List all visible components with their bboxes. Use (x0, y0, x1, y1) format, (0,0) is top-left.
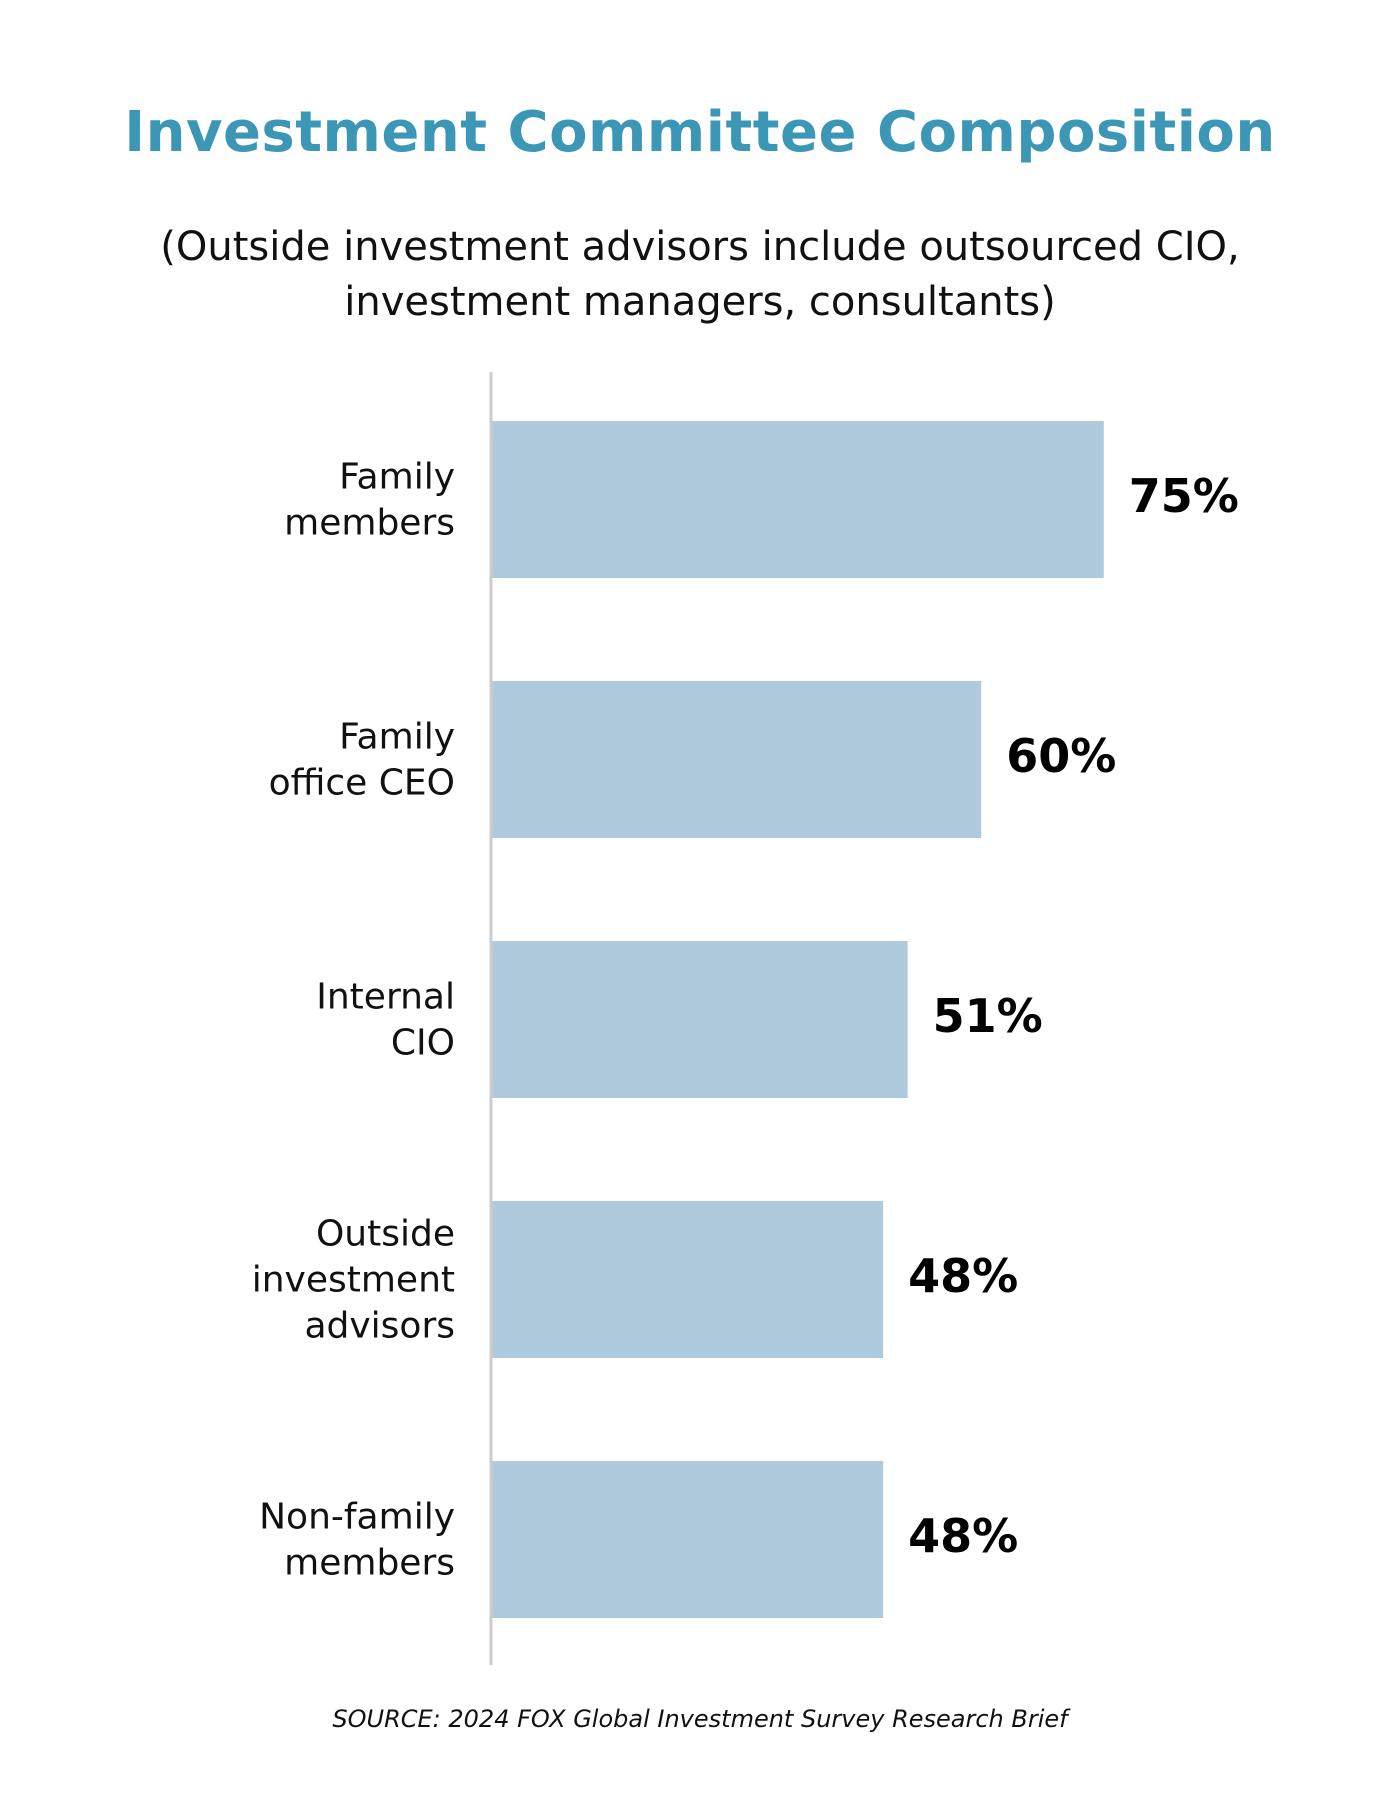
chart-subtitle: (Outside investment advisors include out… (160, 224, 1240, 325)
chart-title: Investment Committee Composition (124, 100, 1276, 165)
bar-value-label: 60% (1006, 729, 1116, 783)
source-note: SOURCE: 2024 FOX Global Investment Surve… (332, 1705, 1068, 1733)
category-label-line: CIO (391, 1023, 455, 1064)
bar-value-label: 48% (908, 1249, 1018, 1303)
category-label-line: Non-family (259, 1497, 455, 1538)
bar-value-label: 51% (933, 989, 1043, 1043)
category-label-line: members (284, 1543, 455, 1584)
category-label: Family members (284, 457, 455, 544)
category-label: Family office CEO (269, 717, 455, 804)
bar (491, 1461, 884, 1618)
category-label-line: advisors (304, 1306, 455, 1347)
category-label: Outside investment advisors (252, 1214, 455, 1347)
bar (491, 941, 908, 1098)
bar (491, 421, 1104, 578)
labels-layer: 75% Family members 60% Family office CEO 51% In… (252, 457, 1239, 1584)
category-label-line: Family (339, 457, 455, 498)
bars-layer (491, 421, 1104, 1618)
category-label-line: investment (252, 1260, 455, 1301)
bar-value-label: 75% (1129, 469, 1239, 523)
bar-value-label: 48% (908, 1509, 1018, 1563)
category-label-line: office CEO (269, 763, 455, 804)
category-label-line: members (284, 503, 455, 544)
bar (491, 1201, 884, 1358)
category-label-line: Outside (316, 1214, 455, 1255)
category-label: Non-family members (259, 1497, 455, 1584)
bar (491, 681, 982, 838)
category-label-line: Family (339, 717, 455, 758)
category-label: Internal CIO (316, 977, 455, 1064)
category-label-line: Internal (316, 977, 455, 1018)
